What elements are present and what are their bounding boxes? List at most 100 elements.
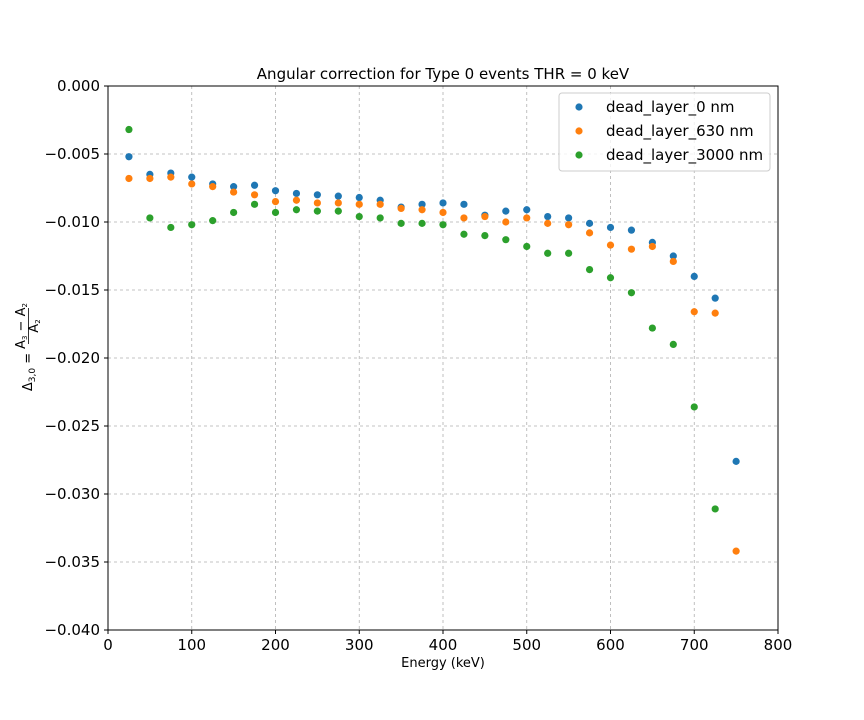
data-point [732,547,740,555]
x-tick-label: 700 [680,636,709,654]
legend-marker [575,103,583,111]
data-point [544,249,552,257]
y-tick-label: 0.000 [57,77,100,95]
data-point [355,200,363,208]
data-point [544,212,552,221]
data-point [209,183,217,191]
data-point [690,308,698,316]
data-point [167,173,175,181]
data-point [565,221,573,229]
data-point [397,204,405,212]
y-label-eq: = [21,353,36,368]
data-point [565,214,573,222]
legend-item: dead_layer_630 nm [575,122,754,141]
data-point [271,187,280,195]
data-point [146,214,154,222]
data-point [188,221,196,229]
data-point [418,219,426,227]
data-point [271,198,280,206]
data-point [125,174,133,183]
data-point [439,208,447,217]
y-tick-label: −0.030 [44,485,100,503]
data-point [439,221,447,229]
data-point [648,324,656,332]
data-point [313,191,321,199]
data-point [585,219,594,227]
data-point [481,212,489,221]
svg-text:Δ3,0 =: Δ3,0 = [21,353,38,391]
svg-text:A3 − A2: A3 − A2 [14,303,29,349]
data-point [125,153,133,161]
data-point [230,183,238,191]
y-tick-label: −0.010 [44,213,100,231]
legend-marker [575,127,583,135]
data-point [125,125,133,134]
axis-ticks: 0 100 200 300 400 500 600 700 800 0.000 −0.005 −0.0… [44,77,792,654]
data-points [125,125,740,555]
y-label-lhs-sub: 3,0 [28,368,38,383]
y-label-num2: A [14,307,29,316]
x-tick-label: 600 [596,636,625,654]
y-label-den: A [27,324,42,333]
x-tick-label: 200 [261,636,290,654]
data-point [627,245,636,253]
data-point [292,189,301,198]
data-point [606,274,615,282]
data-point [418,206,426,214]
data-point [313,199,321,207]
data-point [627,289,636,297]
data-point [690,272,698,280]
y-tick-label: −0.040 [44,621,100,639]
data-point [271,208,280,217]
data-point [418,200,426,208]
data-point [565,249,573,257]
y-label-num-sub2: 2 [21,303,29,307]
data-point [250,200,259,208]
data-point [669,340,677,348]
data-point [460,200,468,208]
data-point [585,266,594,274]
data-point [250,191,259,199]
data-point [523,214,531,222]
x-tick-label: 800 [764,636,793,654]
data-point [313,207,321,215]
y-tick-label: −0.005 [44,145,100,163]
x-tick-label: 0 [103,636,113,654]
legend-item: dead_layer_3000 nm [575,146,763,165]
data-point [732,457,740,465]
data-point [585,229,594,237]
data-point [146,174,154,183]
data-point [502,207,510,215]
data-point [606,223,615,232]
data-point [334,207,342,215]
legend-box [558,92,771,172]
data-point [376,214,384,222]
legend-label: dead_layer_3000 nm [606,146,763,165]
legend-item: dead_layer_0 nm [575,98,735,117]
series-3 [125,125,719,513]
x-axis-label: Energy (keV) [401,656,485,671]
data-point [460,230,468,238]
y-tick-label: −0.015 [44,281,100,299]
data-point [648,242,656,251]
y-label-num: A [14,340,29,349]
legend-label: dead_layer_630 nm [606,122,754,141]
y-tick-label: −0.020 [44,349,100,367]
chart-title: Angular correction for Type 0 events THR… [257,65,630,83]
data-point [292,196,301,204]
data-point [250,181,259,189]
y-label-fraction: A3 − A2 A2 [14,303,42,349]
data-point [188,180,196,188]
data-point [230,208,238,217]
y-label-lhs: Δ [21,382,36,391]
data-point [502,218,510,226]
data-point [439,199,447,207]
data-point [167,223,175,232]
data-point [523,242,531,251]
data-point [292,206,301,214]
data-point [627,226,636,234]
data-point [711,309,719,317]
data-point [523,206,531,214]
data-point [209,217,217,225]
